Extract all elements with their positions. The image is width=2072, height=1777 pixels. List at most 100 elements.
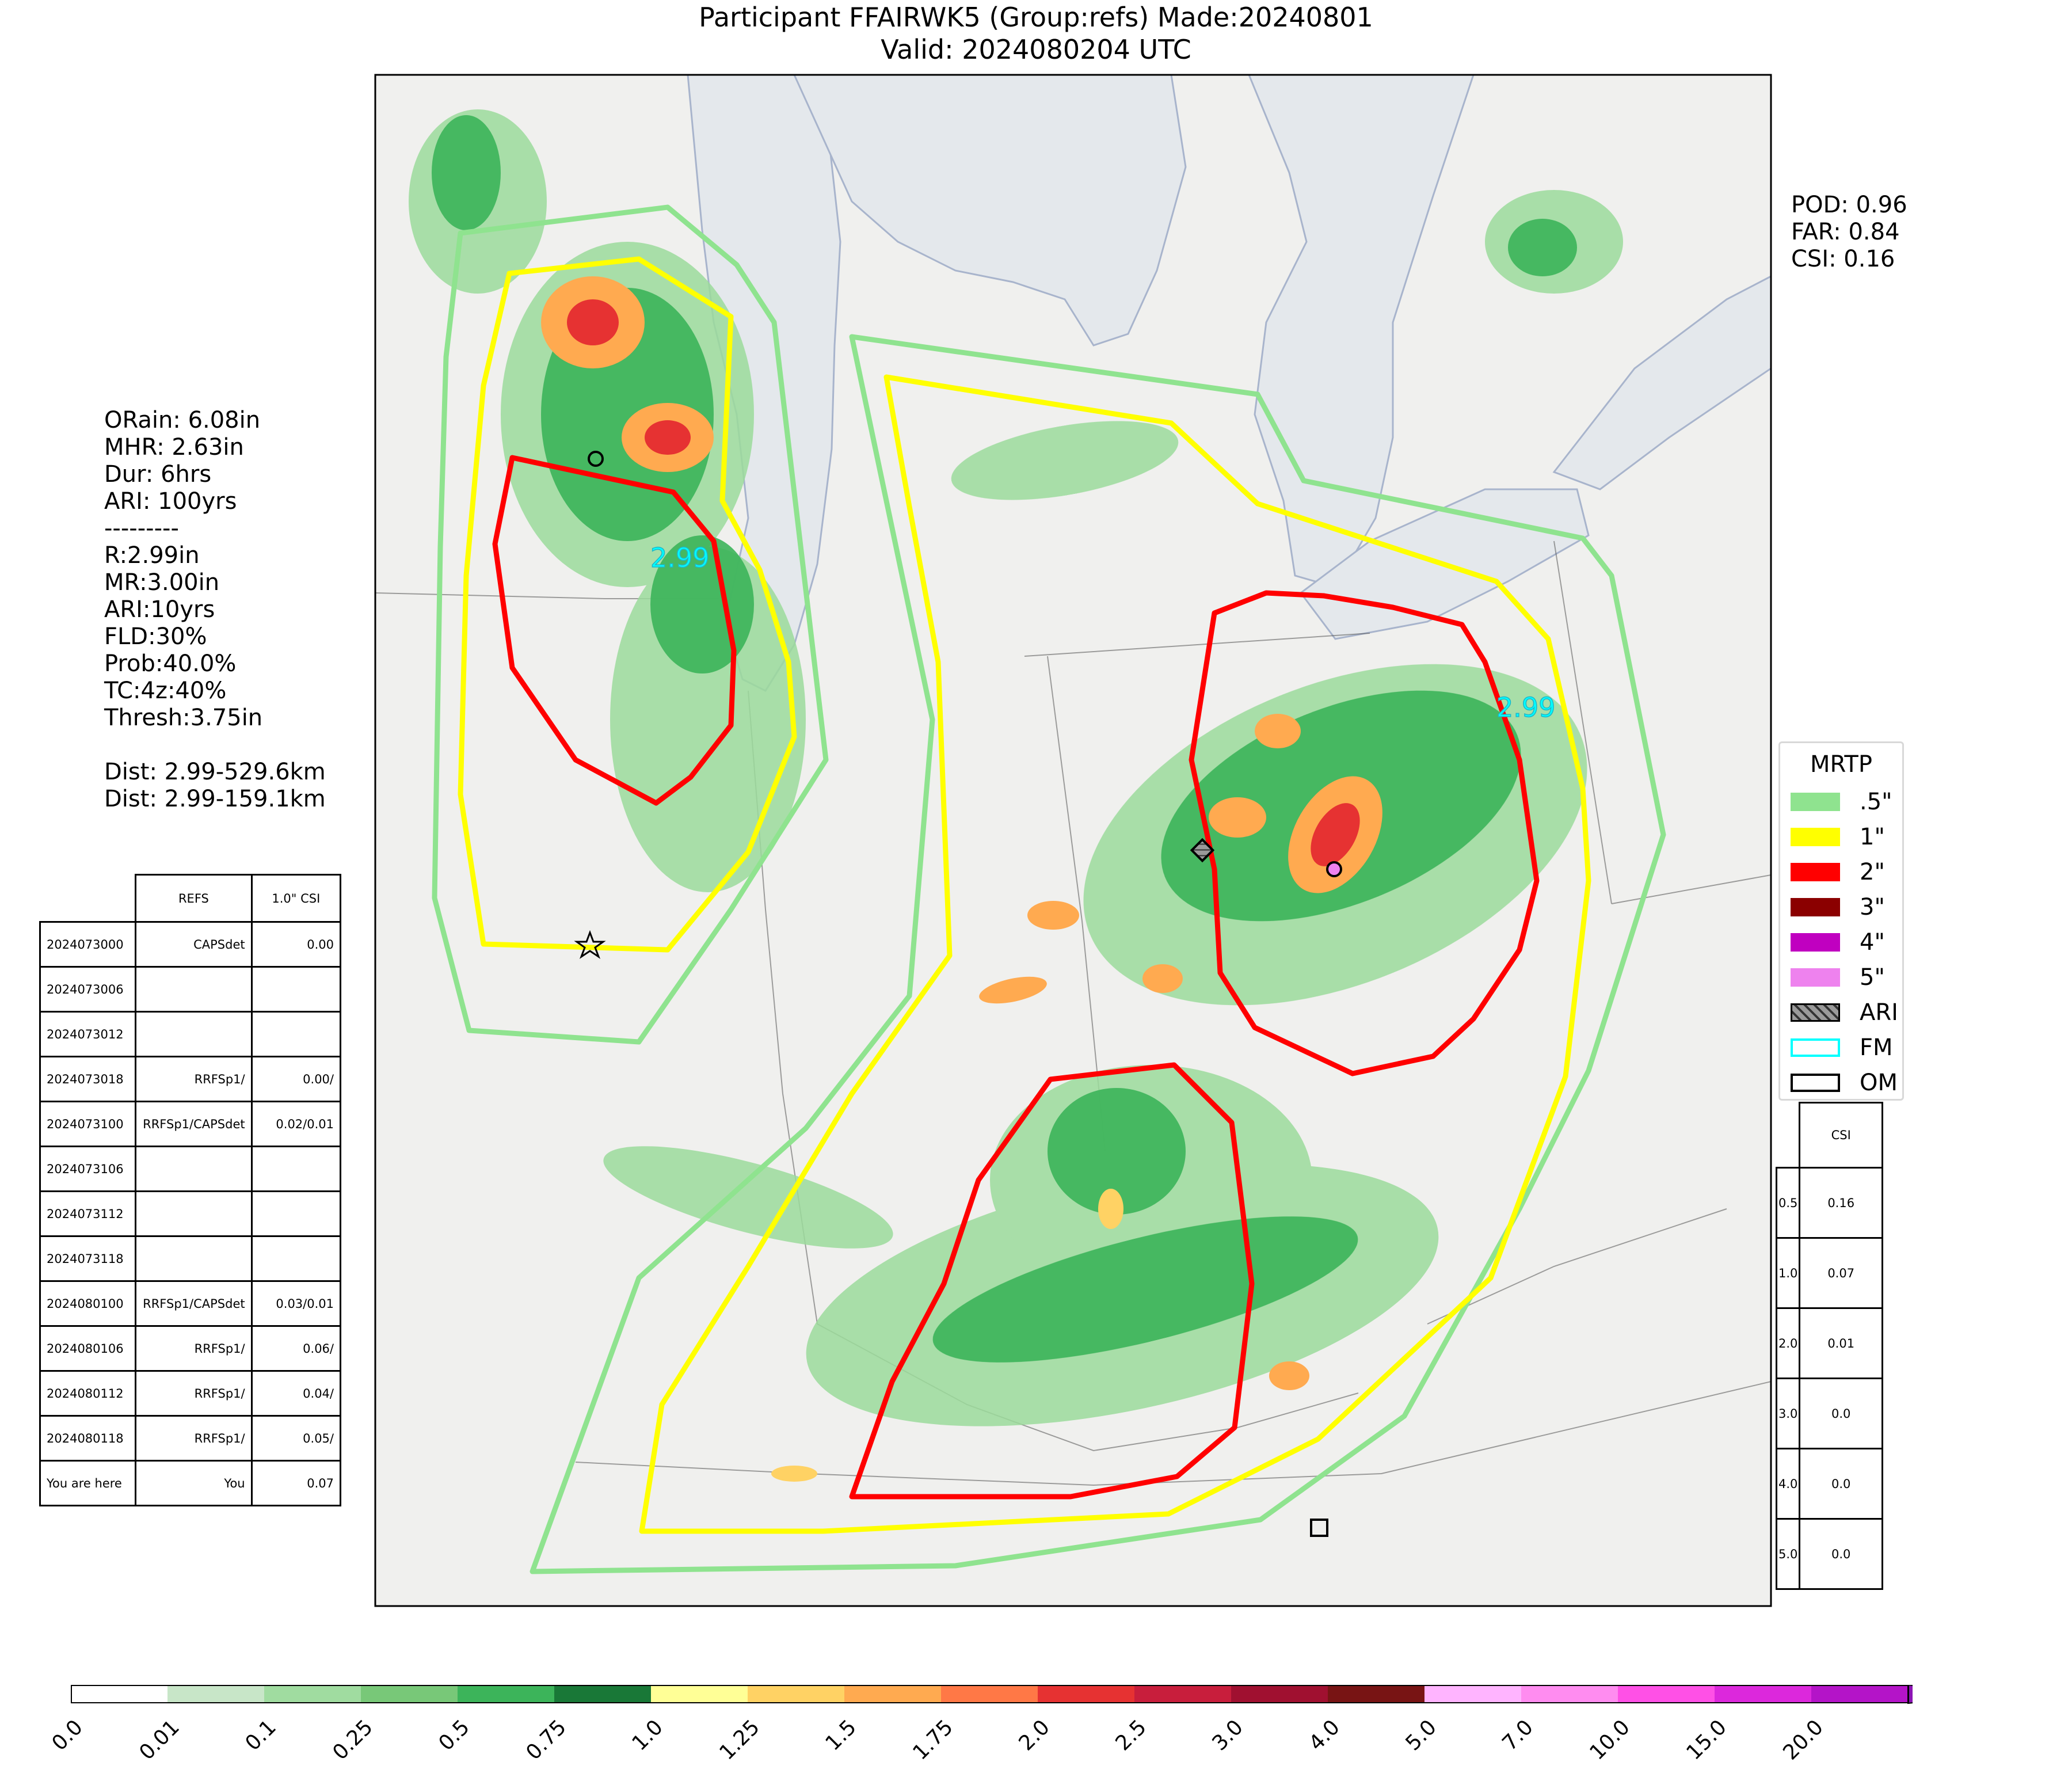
legend-swatch (1791, 1038, 1840, 1057)
model-table-row: 2024073018 RRFSp1/0.00/ (39, 1056, 342, 1102)
model-table-cell (250, 1235, 342, 1282)
model-table-row: 2024073000 CAPSdet 0.00 (39, 921, 342, 968)
model-table-cell: CAPSdet (135, 921, 253, 968)
threshold-table-header: CSI (1799, 1102, 1883, 1169)
csi-value: CSI: 0.16 (1791, 246, 1895, 272)
model-table-row: 2024080112 RRFSp1/0.04/ (39, 1370, 342, 1417)
event-info-line: FLD:30% (104, 623, 207, 650)
threshold-csi-table: CSI 0.5 0.16 1.0 0.07 2.0 0.01 3.0 0.0 4.0 0.0 5.0 0… (1775, 1102, 1883, 1590)
threshold-table-row: 0.5 0.16 (1775, 1167, 1883, 1239)
legend-swatch (1791, 968, 1840, 987)
event-info-line: Prob:40.0% (104, 650, 237, 677)
event-info-line: ARI: 100yrs (104, 488, 237, 515)
model-table-header: 1.0" CSI (250, 874, 342, 923)
legend-item: OM (1791, 1070, 1898, 1096)
model-table-row: 2024073100 RRFSp1/CAPSdet 0.02/0.01 (39, 1101, 342, 1147)
legend-swatch (1791, 933, 1840, 952)
model-table-cell: 2024073012 (39, 1011, 137, 1057)
legend-label: OM (1860, 1070, 1898, 1096)
model-table-cell: 0.03/0.01 (250, 1280, 342, 1327)
legend-item: 2" (1791, 859, 1885, 885)
model-table-cell: RRFSp1/CAPSdet (135, 1101, 253, 1147)
colorbar-segment (844, 1685, 941, 1703)
colorbar-segment (651, 1685, 748, 1703)
event-info-line: TC:4z:40% (104, 678, 227, 704)
legend-label: 3" (1860, 894, 1885, 920)
om-marker-west (588, 451, 604, 467)
precip-heavy (541, 276, 1382, 1482)
event-info-line: R:2.99in (104, 542, 200, 569)
chart-title-line1: Participant FFAIRWK5 (Group:refs) Made:2… (699, 2, 1373, 33)
model-table-cell (250, 1011, 342, 1057)
legend: MRTP .5" 1" 2" 3" 4" 5" ARI FM OM (1778, 741, 1904, 1101)
model-table-cell: 2024073000 (39, 921, 137, 968)
legend-item: 3" (1791, 894, 1885, 920)
threshold-table-cell: 0.01 (1799, 1307, 1883, 1379)
legend-title: MRTP (1810, 751, 1872, 778)
colorbar-segment (458, 1685, 554, 1703)
threshold-table-cell: 0.5 (1775, 1167, 1801, 1239)
event-info-line (104, 732, 326, 759)
event-info-line: ORain: 6.08in (104, 407, 261, 433)
threshold-table-corner (1776, 1102, 1801, 1169)
model-table-row: 2024073112 (39, 1190, 342, 1237)
legend-item: 4" (1791, 929, 1885, 956)
colorbar-segment (264, 1685, 361, 1703)
colorbar (71, 1685, 1913, 1704)
colorbar-segment (1328, 1685, 1424, 1703)
threshold-table-row: 3.0 0.0 (1775, 1378, 1883, 1449)
model-table-cell (135, 966, 253, 1013)
threshold-table-row: 5.0 0.0 (1775, 1518, 1883, 1590)
model-table-cell: 2024073100 (39, 1101, 137, 1147)
star-marker (574, 930, 606, 959)
model-table-row: 2024080100 RRFSp1/CAPSdet 0.03/0.01 (39, 1280, 342, 1327)
legend-item: .5" (1791, 789, 1892, 815)
model-table-header: REFS (135, 874, 253, 923)
lake-ontario (1552, 275, 1771, 490)
model-table-cell: 0.02/0.01 (250, 1101, 342, 1147)
event-info-line: Dist: 2.99-529.6km (104, 759, 326, 785)
legend-label: ARI (1860, 999, 1898, 1026)
model-table-cell: 2024073106 (39, 1146, 137, 1192)
model-csi-table: REFS 1.0" CSI 2024073000 CAPSdet 0.00 2024073… (39, 874, 342, 1506)
model-table-header (40, 874, 137, 923)
colorbar-segment (1231, 1685, 1328, 1703)
colorbar-outline (71, 1685, 1909, 1703)
model-table-row: 2024073006 (39, 966, 342, 1013)
far-value: FAR: 0.84 (1791, 219, 1900, 245)
model-table-row: 2024080118 RRFSp1/0.05/ (39, 1415, 342, 1462)
model-table-cell: You are here (39, 1460, 137, 1506)
legend-swatch (1791, 898, 1840, 916)
model-table-cell: RRFSp1/CAPSdet (135, 1280, 253, 1327)
model-table-cell (135, 1011, 253, 1057)
model-table-cell: You (135, 1460, 253, 1506)
legend-item: 5" (1791, 964, 1885, 991)
colorbar-segment (361, 1685, 458, 1703)
fm-label-east: 2.99 (1496, 692, 1555, 723)
legend-item: FM (1791, 1034, 1893, 1061)
model-table-cell: 0.00 (250, 921, 342, 968)
model-table-cell: 2024080106 (39, 1325, 137, 1372)
om-square-marker (1310, 1519, 1328, 1537)
event-info-text: ORain: 6.08in MHR: 2.63in Dur: 6hrs ARI: 10… (104, 407, 326, 813)
model-table-cell: RRFSp1/ (135, 1325, 253, 1372)
legend-item: ARI (1791, 999, 1898, 1026)
model-table-cell: 0.05/ (250, 1415, 342, 1462)
legend-swatch (1791, 1003, 1840, 1022)
model-table-row: 2024073106 (39, 1146, 342, 1192)
model-table-cell: 0.04/ (250, 1370, 342, 1417)
legend-swatch (1791, 863, 1840, 881)
legend-swatch (1791, 1074, 1840, 1092)
colorbar-segment (1521, 1685, 1618, 1703)
model-table-cell: RRFSp1/ (135, 1370, 253, 1417)
model-table-row: You are here You 0.07 (39, 1460, 342, 1506)
model-table-cell: 0.07 (250, 1460, 342, 1506)
model-table-cell: 0.06/ (250, 1325, 342, 1372)
model-table-cell (250, 1190, 342, 1237)
model-table-cell: 0.00/ (250, 1056, 342, 1102)
mrtp-contour-0.5 (432, 204, 1666, 1574)
model-table-cell: 2024073018 (39, 1056, 137, 1102)
chart-title-line2: Valid: 2024080204 UTC (881, 34, 1191, 65)
event-info-line: MR:3.00in (104, 569, 220, 596)
